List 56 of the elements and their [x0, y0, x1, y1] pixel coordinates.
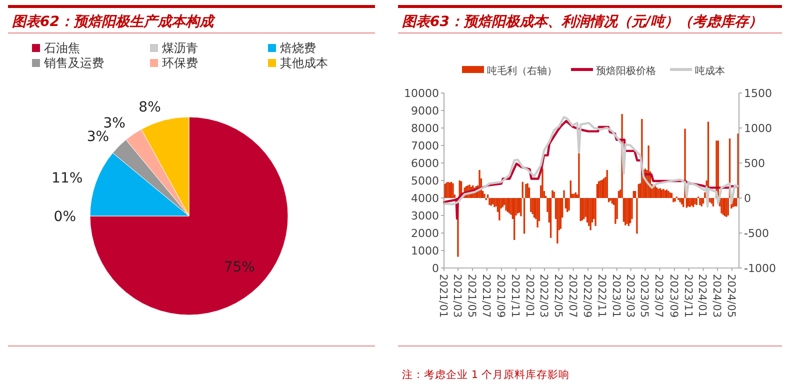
chart-title: 图表62：预焙阳极生产成本构成 — [12, 13, 216, 30]
y2-tick-label: 1500 — [744, 87, 772, 100]
chart-title: 图表63：预焙阳极成本、利润情况（元/吨）（考虑库存） — [402, 13, 763, 30]
y-tick-label: 3000 — [411, 210, 439, 222]
x-tick-label: 2022/11 — [595, 274, 608, 318]
y-tick-label: 7000 — [411, 140, 439, 152]
x-tick-label: 2024/01 — [696, 274, 708, 318]
x-tick-label: 2022/07 — [566, 274, 578, 318]
x-tick-label: 2023/11 — [682, 274, 694, 318]
legend-label: 石油焦 — [44, 41, 80, 55]
text: 注：考虑企业 1 个月原料库存影响 — [402, 368, 570, 381]
x-tick-label: 2024/05 — [724, 274, 737, 318]
legend-label: 吨毛利（右轴） — [487, 65, 557, 77]
data-label: 3% — [86, 129, 110, 146]
y2-tick-label: 0 — [744, 192, 751, 205]
x-tick-label: 2021/11 — [508, 274, 521, 318]
legend-label: 销售及运费 — [43, 56, 104, 70]
data-label: 3% — [103, 116, 126, 132]
y-tick-label: 10000 — [404, 87, 439, 100]
x-tick-label: 2022/09 — [580, 274, 593, 318]
data-label: 75% — [224, 259, 255, 276]
x-tick-label: 2023/03 — [624, 274, 636, 318]
legend-label: 预焙阳极价格 — [596, 65, 656, 77]
text: 0% — [54, 209, 76, 225]
y-tick-label: 6000 — [411, 157, 439, 170]
y2-tick-label: 500 — [744, 157, 765, 170]
y-tick-label: 9000 — [411, 104, 439, 118]
y-tick-label: 1000 — [411, 244, 439, 258]
legend-label: 焙烧费 — [280, 41, 316, 55]
y2-tick-label: -1000 — [744, 262, 776, 275]
y-tick-label: 2000 — [411, 227, 439, 240]
x-tick-label: 2023/09 — [667, 274, 680, 318]
legend-label: 煤沥青 — [162, 41, 198, 55]
x-tick-label: 2022/01 — [523, 274, 536, 318]
x-tick-label: 2021/01 — [437, 274, 449, 318]
y-tick-label: 0 — [432, 262, 439, 275]
y-tick-label: 5000 — [411, 174, 439, 188]
x-tick-label: 2024/03 — [710, 274, 722, 318]
x-tick-label: 2021/09 — [494, 274, 507, 318]
legend-label: 其他成本 — [280, 56, 328, 70]
y2-tick-label: 1000 — [744, 122, 772, 135]
y-tick-label: 8000 — [411, 122, 439, 135]
x-tick-label: 2021/05 — [465, 274, 478, 318]
x-tick-label: 2021/03 — [450, 274, 463, 318]
x-tick-label: 2021/07 — [480, 274, 492, 318]
data-label: 8% — [138, 100, 161, 116]
x-tick-label: 2023/07 — [652, 274, 665, 318]
legend-label: 吨成本 — [695, 65, 725, 77]
x-tick-label: 2022/03 — [537, 274, 550, 318]
legend-label: 环保费 — [162, 56, 198, 70]
y2-tick-label: -500 — [744, 227, 769, 240]
x-tick-label: 2022/05 — [552, 274, 564, 318]
y-tick-label: 4000 — [411, 192, 439, 205]
data-label: 11% — [52, 170, 83, 187]
x-tick-label: 2023/05 — [638, 274, 650, 318]
x-tick-label: 2023/01 — [610, 274, 622, 318]
